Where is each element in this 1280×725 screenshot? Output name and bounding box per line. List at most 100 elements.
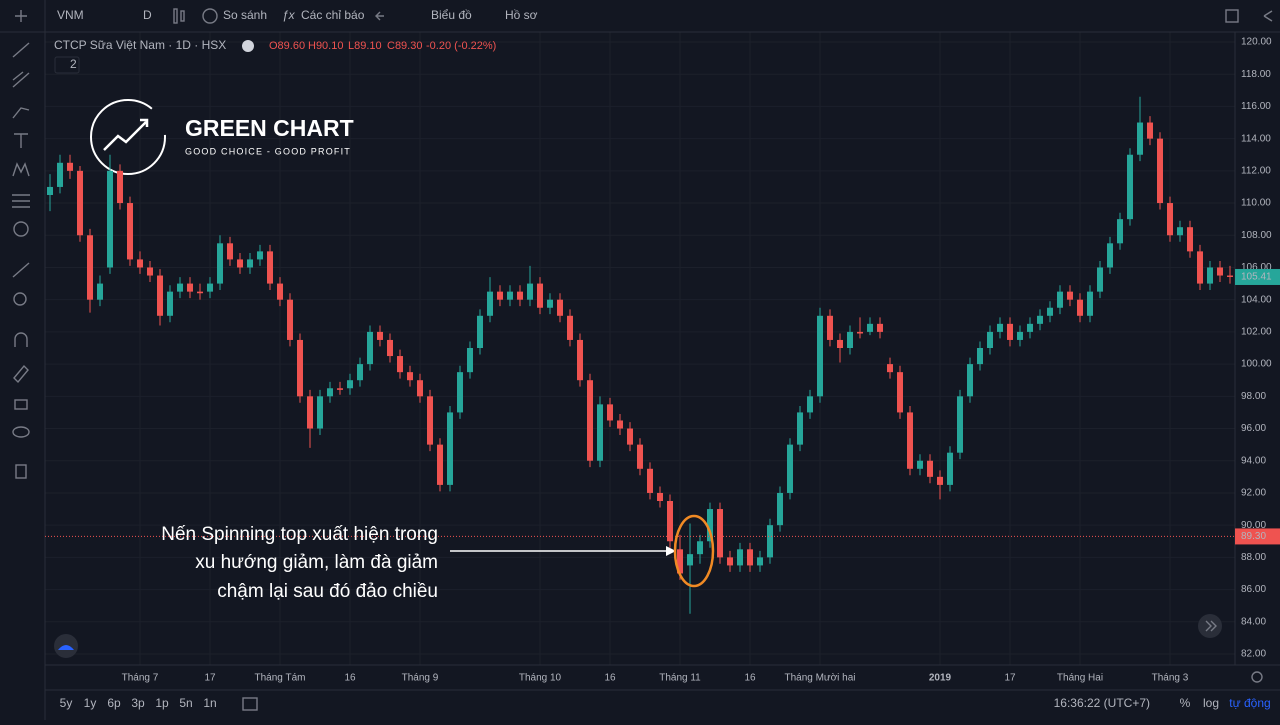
candle-body [167, 291, 173, 316]
tool[interactable] [12, 194, 30, 208]
icon [58, 645, 74, 650]
candle-body [427, 396, 433, 445]
candle-body [327, 388, 333, 397]
candle-body [707, 509, 713, 542]
candle-body [767, 525, 773, 558]
tool[interactable] [13, 364, 29, 384]
candle-body [1117, 219, 1123, 244]
chart-type-button[interactable]: Biểu đồ [431, 8, 472, 22]
candle-body [827, 315, 833, 340]
candle-body [97, 283, 103, 300]
range-button[interactable]: 5y [60, 696, 73, 710]
tool[interactable] [12, 262, 30, 278]
y-tick-label: 90.00 [1241, 520, 1266, 531]
y-tick-label: 118.00 [1241, 69, 1271, 80]
badge[interactable]: 2 [70, 57, 77, 71]
candle-body [947, 452, 953, 485]
x-tick-label: 16 [604, 673, 616, 684]
icon[interactable]: ƒx [282, 8, 296, 22]
candle-body [777, 492, 783, 526]
candle-body [367, 331, 373, 365]
tool[interactable] [14, 133, 28, 148]
left-toolbar [12, 10, 30, 479]
range-button[interactable]: 1y [84, 696, 97, 710]
candle-body [347, 380, 353, 389]
date-range-icon[interactable] [242, 697, 258, 711]
percent-toggle[interactable]: % [1180, 696, 1191, 710]
candle-body [257, 251, 263, 260]
profile-button[interactable]: Hồ sơ [505, 8, 538, 22]
candle-body [857, 331, 863, 334]
candle-body [87, 235, 93, 300]
y-tick-label: 98.00 [1241, 391, 1266, 402]
tool[interactable] [15, 464, 27, 479]
log-toggle[interactable]: log [1203, 696, 1219, 710]
tool[interactable] [13, 221, 29, 237]
tool[interactable] [12, 71, 30, 88]
candle-body [587, 380, 593, 461]
candle-body [877, 323, 883, 332]
scroll-button[interactable] [1198, 614, 1222, 638]
range-button[interactable]: 5n [179, 696, 192, 710]
icon[interactable] [180, 10, 185, 22]
range-button[interactable]: 6p [107, 696, 121, 710]
ohlc-low: L89.10 [348, 40, 382, 52]
tool[interactable] [12, 42, 30, 58]
candle-body [47, 186, 53, 195]
x-tick-label: 16 [344, 673, 356, 684]
interval[interactable]: D [143, 8, 152, 22]
compare-button[interactable]: So sánh [223, 8, 267, 22]
tool[interactable] [15, 10, 27, 22]
candle-body [867, 323, 873, 332]
y-tick-label: 110.00 [1241, 198, 1271, 209]
icon[interactable] [202, 8, 218, 24]
candle-body [397, 356, 403, 373]
y-tick-label: 88.00 [1241, 552, 1266, 563]
candle-body [227, 243, 233, 260]
candle-body [697, 541, 703, 555]
range-button[interactable]: 1p [155, 696, 169, 710]
candle-body [437, 444, 443, 485]
collapse-button[interactable] [54, 56, 80, 74]
tool[interactable] [12, 426, 30, 438]
candle-body [807, 396, 813, 413]
auto-toggle[interactable]: tự động [1229, 696, 1270, 710]
tool[interactable] [12, 162, 30, 177]
icon[interactable] [173, 8, 178, 24]
annotation-line: Nến Spinning top xuất hiện trong [161, 524, 438, 545]
candle-body [237, 259, 243, 268]
undo[interactable] [375, 11, 384, 21]
candle-body [337, 388, 343, 390]
settings[interactable] [1251, 671, 1263, 683]
range-button[interactable]: 1n [203, 696, 216, 710]
candle-body [917, 460, 923, 469]
candle-body [467, 348, 473, 373]
plot [45, 96, 1235, 614]
share[interactable] [1263, 10, 1273, 22]
y-tick-label: 92.00 [1241, 488, 1266, 499]
candle-body [677, 549, 683, 574]
candle-body [457, 372, 463, 413]
candle-body [1017, 331, 1023, 340]
candle-body [1167, 203, 1173, 236]
y-tick-label: 108.00 [1241, 230, 1272, 241]
y-tick-label: 100.00 [1241, 359, 1272, 370]
candle-body [107, 170, 113, 268]
range-button[interactable]: 3p [131, 696, 145, 710]
candle-body [187, 283, 193, 292]
candle-body [1127, 154, 1133, 220]
tool[interactable] [13, 292, 27, 306]
candle-body [757, 557, 763, 566]
fullscreen[interactable] [1225, 9, 1239, 23]
tool[interactable] [14, 399, 28, 410]
y-tick-label: 116.00 [1241, 101, 1271, 112]
x-tick-label: 17 [204, 673, 216, 684]
logo-ring [90, 99, 166, 175]
candle-body [1177, 227, 1183, 236]
symbol[interactable]: VNM [57, 8, 84, 22]
indicators-button[interactable]: Các chỉ báo [301, 8, 365, 22]
tool[interactable] [14, 332, 28, 347]
highlight-ellipse [673, 514, 715, 588]
candle-body [787, 444, 793, 493]
tool[interactable] [12, 107, 30, 119]
